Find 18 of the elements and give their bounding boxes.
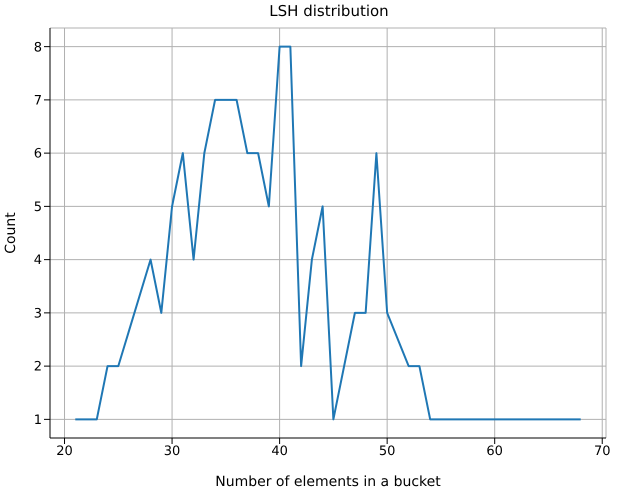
x-tick-label: 40: [271, 444, 288, 460]
y-tick-label: 5: [34, 200, 42, 215]
x-tick-label: 60: [486, 444, 503, 460]
y-tick-label: 8: [34, 40, 42, 56]
y-tick-label: 6: [34, 146, 42, 162]
y-tick-label: 1: [34, 412, 42, 428]
y-tick-label: 4: [34, 253, 42, 268]
y-tick-label: 3: [34, 306, 42, 322]
x-tick-label: 20: [56, 444, 73, 460]
x-tick-label: 30: [164, 444, 180, 460]
y-tick-label: 2: [34, 360, 42, 375]
y-axis-title: Count: [2, 212, 19, 254]
chart-title: LSH distribution: [268, 2, 390, 20]
line-series: [74, 46, 582, 420]
x-tick-label: 50: [378, 444, 396, 460]
x-tick-label: 70: [594, 444, 611, 460]
y-tick-label: 7: [34, 94, 42, 108]
x-axis-title: Number of elements in a bucket: [215, 474, 442, 490]
